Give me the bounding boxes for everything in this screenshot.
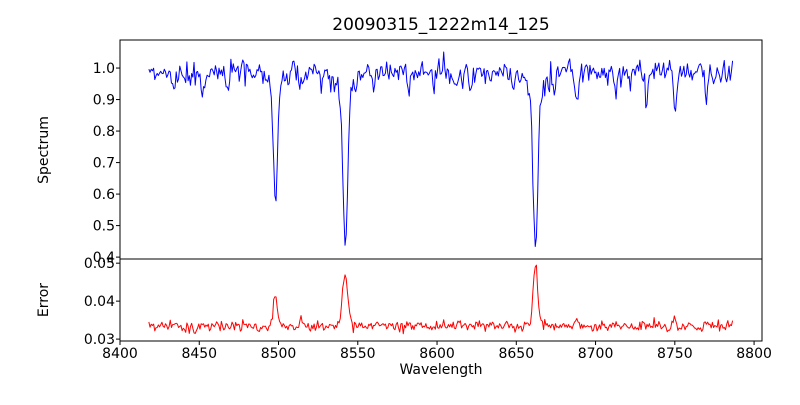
x-tick-label: 8800 xyxy=(736,346,772,362)
error-y-axis-label: Error xyxy=(36,283,52,317)
x-axis-label: Wavelength xyxy=(399,362,482,378)
error-panel-frame xyxy=(119,258,763,342)
error-y-tick-label: 0.05 xyxy=(84,256,115,272)
x-tick-label: 8500 xyxy=(261,346,297,362)
x-tick-label: 8550 xyxy=(340,346,376,362)
x-tick-label: 8450 xyxy=(181,346,217,362)
error-y-tick-label: 0.03 xyxy=(84,332,115,348)
spectrum-y-tick-label: 0.7 xyxy=(93,156,115,172)
data-series xyxy=(148,51,734,335)
chart-title: 20090315_1222m14_125 xyxy=(332,15,549,35)
axes xyxy=(119,39,763,342)
spectrum-y-tick-label: 0.6 xyxy=(93,187,115,203)
spectrum-y-tick-label: 0.8 xyxy=(93,124,115,140)
spectrum-y-tick-label: 0.5 xyxy=(93,219,115,235)
x-tick-label: 8750 xyxy=(657,346,693,362)
x-tick-label: 8600 xyxy=(419,346,455,362)
spectrum-y-tick-label: 0.9 xyxy=(93,93,115,109)
x-tick-label: 8700 xyxy=(578,346,614,362)
error-y-tick-label: 0.04 xyxy=(84,294,115,310)
x-tick-label: 8400 xyxy=(102,346,138,362)
error-line xyxy=(148,264,734,335)
spectrum-line xyxy=(148,51,734,247)
spectrum-y-tick-label: 0.4 xyxy=(93,250,115,266)
spectrum-y-tick-label: 1.0 xyxy=(93,61,115,77)
spectrum-y-axis-label: Spectrum xyxy=(36,116,52,184)
x-tick-label: 8650 xyxy=(498,346,534,362)
